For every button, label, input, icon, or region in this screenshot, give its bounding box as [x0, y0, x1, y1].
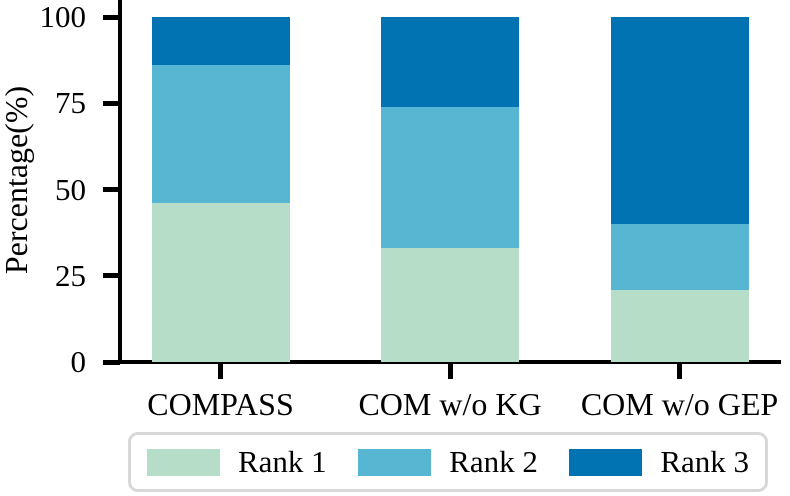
- x-category-label: COM w/o KG: [358, 386, 542, 422]
- bar-segment: [151, 65, 290, 204]
- x-category-label: COM w/o GEP: [580, 386, 779, 422]
- bar-segment: [151, 17, 290, 66]
- y-tick-mark: [103, 100, 120, 106]
- y-tick-label: 25: [55, 257, 86, 293]
- x-tick-mark: [218, 364, 223, 379]
- y-tick-mark: [103, 359, 120, 365]
- x-tick-mark: [677, 364, 682, 379]
- legend-swatch: [147, 448, 220, 476]
- bar-segment: [381, 248, 519, 362]
- bar-segment: [381, 17, 519, 107]
- x-tick-mark: [447, 364, 453, 379]
- legend-item: Rank 2: [358, 445, 538, 479]
- bar-segment: [610, 224, 749, 290]
- bar-segment: [381, 106, 519, 249]
- legend-item: Rank 1: [147, 445, 327, 479]
- y-tick-label: 0: [70, 344, 87, 379]
- legend-item: Rank 3: [569, 445, 749, 479]
- bar-segment: [610, 289, 749, 362]
- x-axis-spine: [118, 360, 781, 364]
- y-tick-mark: [103, 273, 120, 279]
- y-tick-label: 50: [55, 171, 86, 207]
- y-axis-spine: [118, 0, 122, 364]
- legend-swatch: [569, 448, 643, 476]
- x-category-label: COMPASS: [147, 386, 294, 422]
- legend-label: Rank 3: [660, 444, 749, 479]
- bar-segment: [610, 17, 749, 224]
- y-tick-mark: [103, 14, 120, 20]
- legend-label: Rank 1: [238, 444, 327, 479]
- y-tick-mark: [103, 187, 120, 192]
- bar-segment: [151, 203, 290, 362]
- legend-swatch: [358, 448, 432, 476]
- legend-label: Rank 2: [449, 444, 538, 479]
- y-tick-label: 100: [39, 0, 87, 34]
- legend: Rank 1 Rank 2 Rank 3: [128, 432, 768, 492]
- y-tick-label: 75: [55, 85, 86, 121]
